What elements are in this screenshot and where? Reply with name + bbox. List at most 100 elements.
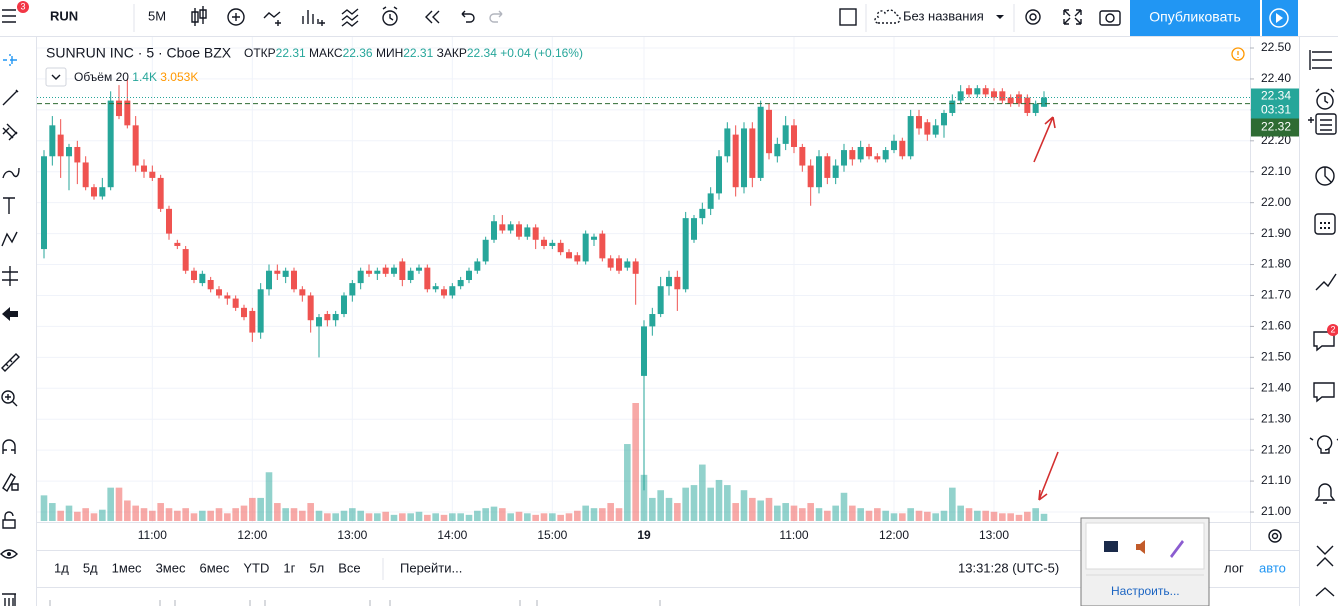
range-button[interactable]: 5л <box>309 560 324 575</box>
ideas-button[interactable] <box>1315 273 1337 291</box>
alert-button[interactable] <box>382 6 398 26</box>
volume-bar <box>90 513 98 521</box>
brush-tool[interactable] <box>2 167 20 179</box>
interval[interactable]: 5M <box>148 8 166 23</box>
candle-body <box>41 156 47 250</box>
zoom-tool[interactable] <box>1 390 15 404</box>
range-button[interactable]: 3мес <box>156 560 186 575</box>
volume-bar <box>957 505 964 521</box>
replay-button[interactable] <box>425 10 440 24</box>
line-tool[interactable] <box>2 89 19 106</box>
volume-legend: Объём 20 1.4K 3.053K <box>74 70 198 84</box>
goto-button[interactable]: Перейти... <box>400 560 462 575</box>
candle-body <box>116 100 122 117</box>
range-button[interactable]: 1мес <box>112 560 142 575</box>
pattern-tool[interactable] <box>1 231 18 247</box>
range-button[interactable]: 1г <box>283 560 295 575</box>
volume-value: 1.4K <box>132 70 157 84</box>
candle-body <box>507 224 514 231</box>
collapse-sidebar[interactable] <box>1316 545 1334 567</box>
fullscreen-select[interactable] <box>839 8 857 26</box>
volume-bar <box>982 510 989 521</box>
candle-body <box>974 88 981 95</box>
financials-button[interactable] <box>302 10 325 26</box>
ohlc-value: 22.31 <box>403 46 433 60</box>
lock-tool[interactable] <box>2 511 16 529</box>
undo-button[interactable] <box>461 10 475 23</box>
volume-bar <box>874 508 881 521</box>
tray-icon[interactable] <box>1104 541 1118 552</box>
range-button[interactable]: Все <box>338 560 360 575</box>
volume-bar <box>1015 514 1023 521</box>
expand-button[interactable] <box>1315 587 1335 597</box>
layout-name[interactable]: Без названия <box>903 8 984 23</box>
range-button[interactable]: 1д <box>54 560 69 575</box>
settings-button[interactable] <box>1025 9 1041 25</box>
hide-tool[interactable] <box>0 549 18 559</box>
candle-body <box>766 109 772 154</box>
compare-button[interactable] <box>263 11 281 26</box>
cursor-tool[interactable] <box>3 54 17 66</box>
templates-button[interactable] <box>341 8 359 27</box>
prediction-tool[interactable] <box>2 266 18 286</box>
volume-bar <box>507 513 514 521</box>
symbol[interactable]: RUN <box>50 8 78 23</box>
volume-bar <box>324 513 331 521</box>
text-tool[interactable] <box>3 197 15 214</box>
watchlist-button[interactable] <box>1309 50 1332 70</box>
volume-bar <box>557 514 564 521</box>
volume-bar <box>174 510 181 521</box>
candle-body <box>674 276 681 290</box>
publish-button[interactable] <box>1130 0 1260 36</box>
volume-icon[interactable] <box>1136 540 1145 554</box>
candle-body <box>1024 97 1031 113</box>
notifications-button[interactable] <box>1314 483 1336 504</box>
fullscreen-button[interactable] <box>1063 9 1082 25</box>
magnet-tool[interactable] <box>2 439 16 454</box>
alerts-button[interactable] <box>1316 92 1334 110</box>
fib-tool[interactable] <box>2 123 18 141</box>
warning-icon[interactable] <box>1231 47 1245 61</box>
candle-body <box>1032 103 1039 113</box>
candle-body <box>291 270 297 290</box>
data-window-button[interactable] <box>1315 113 1337 135</box>
volume-bar <box>149 510 156 521</box>
customize-link[interactable]: Настроить... <box>1111 584 1180 598</box>
candle-body <box>616 258 622 271</box>
candle-body <box>141 165 147 172</box>
volume-bar <box>574 510 581 521</box>
calendar-button[interactable] <box>1314 213 1336 235</box>
axis-settings-button[interactable] <box>1268 529 1282 543</box>
ideas-stream-button[interactable] <box>1309 435 1338 454</box>
log-toggle[interactable]: лог <box>1224 560 1244 575</box>
lock-draw-tool[interactable] <box>2 472 19 493</box>
candle-body <box>891 140 897 151</box>
candle-body <box>432 286 439 290</box>
streams-button[interactable] <box>1313 382 1335 403</box>
snapshot-button[interactable] <box>1099 10 1121 26</box>
back-tool[interactable] <box>2 307 18 321</box>
volume-bar <box>965 508 973 521</box>
indicators-button[interactable] <box>227 8 245 26</box>
range-button[interactable]: YTD <box>243 560 269 575</box>
last-price-label: 22.34 <box>1261 89 1291 103</box>
ruler-tool[interactable] <box>1 353 20 372</box>
range-button[interactable]: 6мес <box>199 560 229 575</box>
volume-bar <box>890 513 898 521</box>
volume-bar <box>132 505 139 521</box>
candle-body <box>799 146 806 166</box>
chart-type-button[interactable] <box>191 6 207 26</box>
delete-tool[interactable] <box>2 593 16 606</box>
badge-count: 2 <box>1330 324 1335 334</box>
range-button[interactable]: 5д <box>83 560 98 575</box>
candle-body <box>374 270 381 274</box>
collapse-button[interactable] <box>45 67 67 87</box>
menu-button[interactable]: 3 <box>2 1 29 23</box>
auto-toggle[interactable]: авто <box>1259 560 1286 575</box>
dropdown-arrow[interactable] <box>996 15 1004 19</box>
volume-bar <box>882 510 889 521</box>
volume-bar <box>74 511 81 521</box>
candle-body <box>424 267 431 290</box>
pen-icon[interactable] <box>1170 540 1184 558</box>
range-buttons: 1д 5д 1мес 3мес 6мес YTD 1г 5л Все <box>54 560 361 575</box>
